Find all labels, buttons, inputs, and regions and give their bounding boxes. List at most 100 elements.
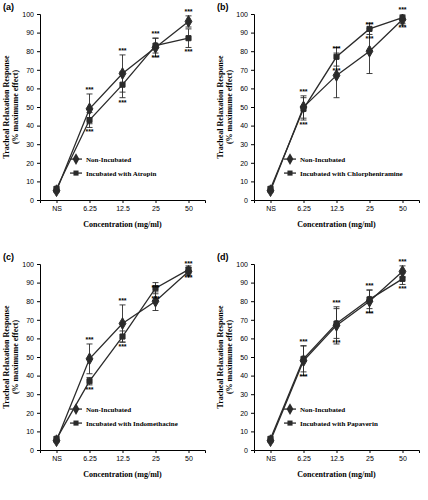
- marker: [301, 106, 306, 111]
- x-axis-title: Concentration (mg/ml): [83, 470, 162, 479]
- y-tick-label: 90: [26, 29, 34, 36]
- error-bar: [54, 437, 60, 441]
- x-tick-label: NS: [266, 455, 276, 462]
- y-tick-label: 30: [26, 141, 34, 148]
- marker: [185, 16, 192, 28]
- y-tick: 10: [240, 178, 254, 185]
- x-tick-label: 25: [366, 455, 374, 462]
- error-bar: [301, 346, 307, 376]
- y-tick: 80: [26, 48, 40, 55]
- y-tick-mark: [251, 163, 254, 164]
- y-tick: 60: [26, 335, 40, 342]
- y-axis-line: [251, 15, 255, 201]
- x-axis-line: [255, 201, 420, 204]
- x-tick-label: 12.5: [116, 455, 130, 462]
- error-bar-cap: [334, 308, 340, 309]
- legend-item: Non-Incubated: [70, 153, 131, 165]
- y-tick: 70: [26, 67, 40, 74]
- x-tick-mark: [57, 200, 58, 203]
- plot-area: [267, 266, 406, 447]
- y-tick-mark: [37, 376, 40, 377]
- significance-label: ***: [118, 343, 126, 350]
- y-tick-label: 10: [26, 178, 34, 185]
- error-bar-cap: [120, 330, 126, 331]
- legend-item: Incubated with Chlorpheniramine: [284, 170, 403, 178]
- y-tick-mark: [37, 413, 40, 414]
- error-bar: [120, 305, 126, 342]
- x-tick-mark: [370, 200, 371, 203]
- y-axis-title-line: Tracheal Relaxation Response: [216, 55, 225, 158]
- y-tick-mark: [251, 338, 254, 339]
- x-tick-label: 50: [185, 205, 193, 212]
- legend-item: Incubated with Papaverin: [284, 420, 378, 428]
- y-axis-title-line: Tracheal Relaxation Response: [216, 305, 225, 408]
- panel: (c)0102030405060708090100NS6.2512.52550C…: [2, 252, 206, 479]
- significance-label: ***: [398, 6, 406, 13]
- y-tick: 70: [26, 317, 40, 324]
- y-tick-mark: [251, 126, 254, 127]
- y-tick-label: 60: [26, 335, 34, 342]
- significance-label: ***: [151, 284, 159, 291]
- series-line: [271, 271, 403, 440]
- x-tick-mark: [156, 450, 157, 453]
- significance-label: ***: [151, 54, 159, 61]
- marker: [53, 185, 60, 197]
- legend-marker: [73, 171, 78, 176]
- significance-label: ***: [184, 260, 192, 267]
- y-tick-label: 40: [26, 372, 34, 379]
- y-tick-label: 90: [240, 29, 248, 36]
- y-tick-mark: [37, 264, 40, 265]
- legend-label: Incubated with Atropin: [86, 170, 156, 178]
- error-bar-cap: [87, 343, 93, 344]
- y-tick-label: 80: [26, 298, 34, 305]
- x-tick: 6.25: [297, 200, 311, 212]
- x-axis: NS6.2512.52550: [255, 200, 420, 212]
- x-tick: 25: [366, 450, 374, 462]
- legend-item: Non-Incubated: [70, 403, 131, 415]
- marker: [267, 435, 274, 447]
- y-tick-label: 0: [30, 447, 34, 454]
- panel-title: (d): [217, 252, 229, 262]
- error-bar: [334, 309, 340, 339]
- x-tick-mark: [90, 450, 91, 453]
- error-bar-cap: [400, 273, 406, 274]
- error-bar-cap: [186, 28, 192, 29]
- marker: [367, 297, 372, 302]
- y-tick-mark: [251, 14, 254, 15]
- y-tick: 50: [26, 104, 40, 111]
- y-tick-label: 50: [26, 354, 34, 361]
- marker: [120, 334, 125, 339]
- panel-title: (c): [3, 252, 14, 262]
- y-tick-label: 80: [240, 298, 248, 305]
- significance-label: ***: [85, 336, 93, 343]
- significance-label: ***: [332, 45, 340, 52]
- y-tick-label: 90: [26, 279, 34, 286]
- legend-marker: [287, 403, 294, 415]
- error-bar-cap: [367, 73, 373, 74]
- y-tick: 30: [240, 141, 254, 148]
- error-bar: [186, 16, 192, 27]
- legend-label: Incubated with Papaverin: [300, 420, 378, 428]
- y-axis: 0102030405060708090100: [22, 11, 40, 204]
- significance-label: ***: [151, 30, 159, 37]
- y-axis-title-line: (% maximume effect): [11, 70, 20, 145]
- annotations: ************************: [85, 8, 192, 136]
- y-tick: 50: [26, 354, 40, 361]
- y-tick: 40: [26, 372, 40, 379]
- x-tick: 6.25: [83, 200, 97, 212]
- significance-label: ***: [118, 297, 126, 304]
- significance-label: ***: [184, 274, 192, 281]
- y-tick-mark: [251, 394, 254, 395]
- error-bar: [334, 53, 340, 98]
- y-tick-mark: [251, 107, 254, 108]
- y-tick-label: 70: [240, 67, 248, 74]
- marker: [334, 54, 339, 59]
- y-tick-mark: [37, 163, 40, 164]
- y-axis-title: Tracheal Relaxation Response(% maximume …: [2, 55, 20, 158]
- x-tick-label: 6.25: [297, 455, 311, 462]
- error-bar: [400, 14, 406, 23]
- x-tick-label: NS: [266, 205, 276, 212]
- x-tick: 12.5: [116, 200, 130, 212]
- y-tick-mark: [251, 88, 254, 89]
- error-bar-cap: [301, 97, 307, 98]
